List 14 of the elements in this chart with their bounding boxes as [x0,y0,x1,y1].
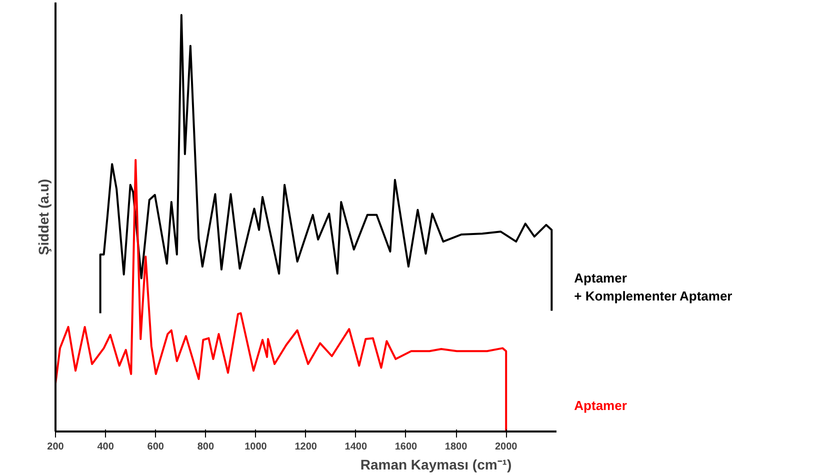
x-tick-label: 1000 [244,442,268,452]
x-tick-label: 2000 [494,442,518,452]
x-tick-label: 1200 [294,442,318,452]
x-tick-label: 1800 [444,442,468,452]
x-tick-label: 1400 [344,442,368,452]
x-tick-label: 800 [197,442,214,452]
x-tick-label: 200 [47,442,64,452]
text: Aptamer [574,398,627,413]
x-axis-title: Raman Kayması (cm⁻¹) [360,456,512,472]
x-tick-label: 600 [147,442,164,452]
series-label: Aptamer + Komplementer Aptamer [574,270,732,304]
y-axis-title: Şiddet (a.u) [36,178,52,256]
x-tick-label: 400 [97,442,114,452]
x-tick-label: 1600 [394,442,418,452]
